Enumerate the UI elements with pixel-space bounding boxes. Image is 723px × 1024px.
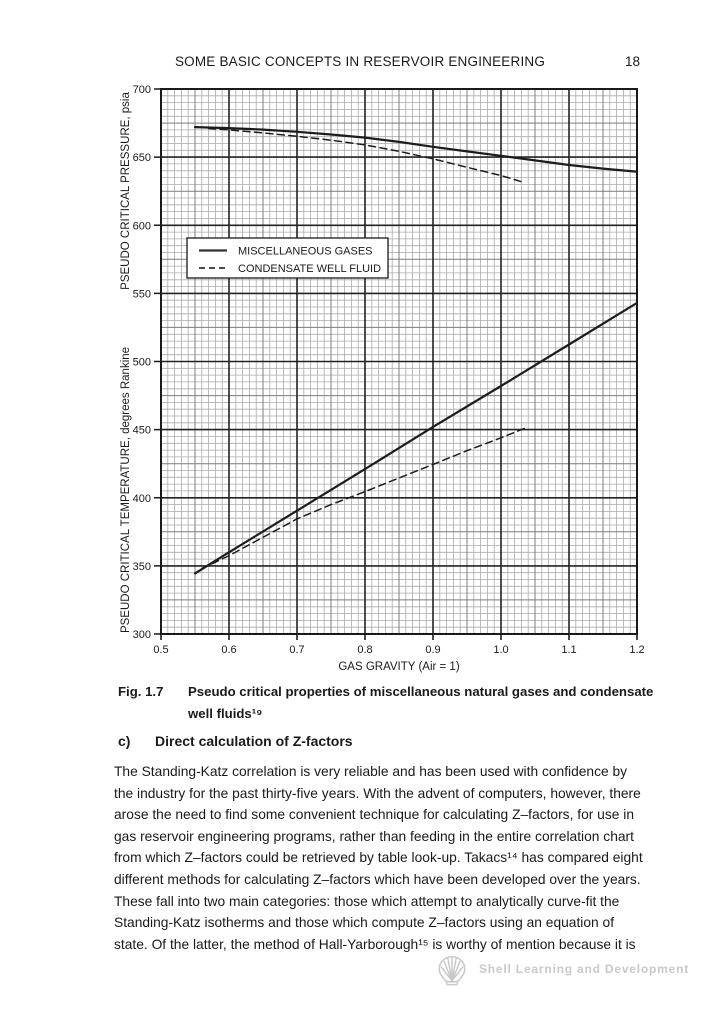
figure-caption-line2: well fluids¹⁹ (188, 706, 263, 721)
y-tick-label: 450 (133, 425, 151, 437)
series-line-temperature-miscellaneous-gases (193, 301, 639, 575)
series-line-temperature-condensate-well-fluid (201, 426, 529, 570)
page-number: 18 (624, 54, 640, 69)
page-footer: Shell Learning and Development (435, 951, 689, 987)
section-title: Direct calculation of Z-factors (155, 733, 353, 749)
y-tick-label: 650 (133, 152, 151, 164)
figure-caption-label: Fig. 1.7 (118, 684, 164, 699)
paragraph-line: the industry for the past thirty-five ye… (114, 785, 641, 801)
x-tick-label: 1.1 (561, 644, 576, 656)
series-line-pressure-miscellaneous-gases (193, 126, 639, 173)
y-tick-label: 550 (133, 288, 151, 300)
y-tick-label: 350 (133, 561, 151, 573)
y-tick-label: 600 (133, 220, 151, 232)
y-axis-title-pressure: PSEUDO CRITICAL PRESSURE, psia (120, 92, 132, 290)
paragraph-line: from which Z–factors could be retrieved … (114, 850, 643, 866)
x-tick-label: 0.9 (425, 644, 440, 656)
paragraph-line: gas reservoir engineering programs, rath… (114, 828, 634, 844)
x-tick-label: 0.7 (289, 644, 304, 656)
paragraph-line: different methods for calculating Z–fact… (114, 871, 641, 887)
y-tick-label: 500 (133, 357, 151, 369)
grid (160, 88, 638, 635)
body-paragraph: The Standing-Katz correlation is very re… (114, 761, 674, 955)
header-title: SOME BASIC CONCEPTS IN RESERVOIR ENGINEE… (174, 54, 546, 69)
paragraph-line: arose the need to find some convenient t… (114, 807, 634, 823)
x-tick-label: 0.5 (153, 644, 168, 656)
x-tick-label: 1.2 (629, 644, 644, 656)
axis-ticks (154, 88, 638, 640)
legend-label: CONDENSATE WELL FLUID (238, 263, 381, 275)
x-tick-label: 0.8 (357, 644, 372, 656)
paragraph-line: These fall into two main categories: tho… (114, 893, 620, 909)
paragraph-line: The Standing-Katz correlation is very re… (114, 764, 628, 779)
section-label: c) (118, 733, 131, 749)
y-tick-label: 400 (133, 493, 151, 505)
x-axis-title: GAS GRAVITY (Air = 1) (338, 661, 459, 673)
legend: MISCELLANEOUS GASES CONDENSATE WELL FLUID (186, 237, 389, 279)
page-header: SOME BASIC CONCEPTS IN RESERVOIR ENGINEE… (110, 54, 640, 72)
figure-chart: 300 350 400 450 500 550 600 650 700 0.5 0.6 0.7 0.8… (120, 84, 645, 673)
x-tick-labels: 0.5 0.6 0.7 0.8 0.9 1.0 1.1 1.2 (153, 644, 644, 656)
paragraph-line: state. Of the latter, the method of Hall… (114, 936, 636, 952)
y-tick-label: 300 (133, 629, 151, 641)
y-tick-label: 700 (133, 84, 151, 96)
legend-label: MISCELLANEOUS GASES (238, 246, 373, 258)
paragraph-line: Standing-Katz isotherms and those which … (114, 915, 615, 931)
legend-box (186, 237, 389, 279)
x-tick-label: 1.0 (493, 644, 508, 656)
x-tick-label: 0.6 (221, 644, 236, 656)
footer-brand-text: Shell Learning and Development (479, 962, 690, 976)
y-tick-labels: 300 350 400 450 500 550 600 650 700 (133, 84, 151, 641)
y-axis-title-temperature: PSEUDO CRITICAL TEMPERATURE, degrees Ran… (120, 347, 132, 633)
series-lines (193, 126, 639, 575)
figure-caption-line1: Pseudo critical properties of miscellane… (188, 684, 654, 699)
shell-pecten-icon (438, 955, 466, 985)
